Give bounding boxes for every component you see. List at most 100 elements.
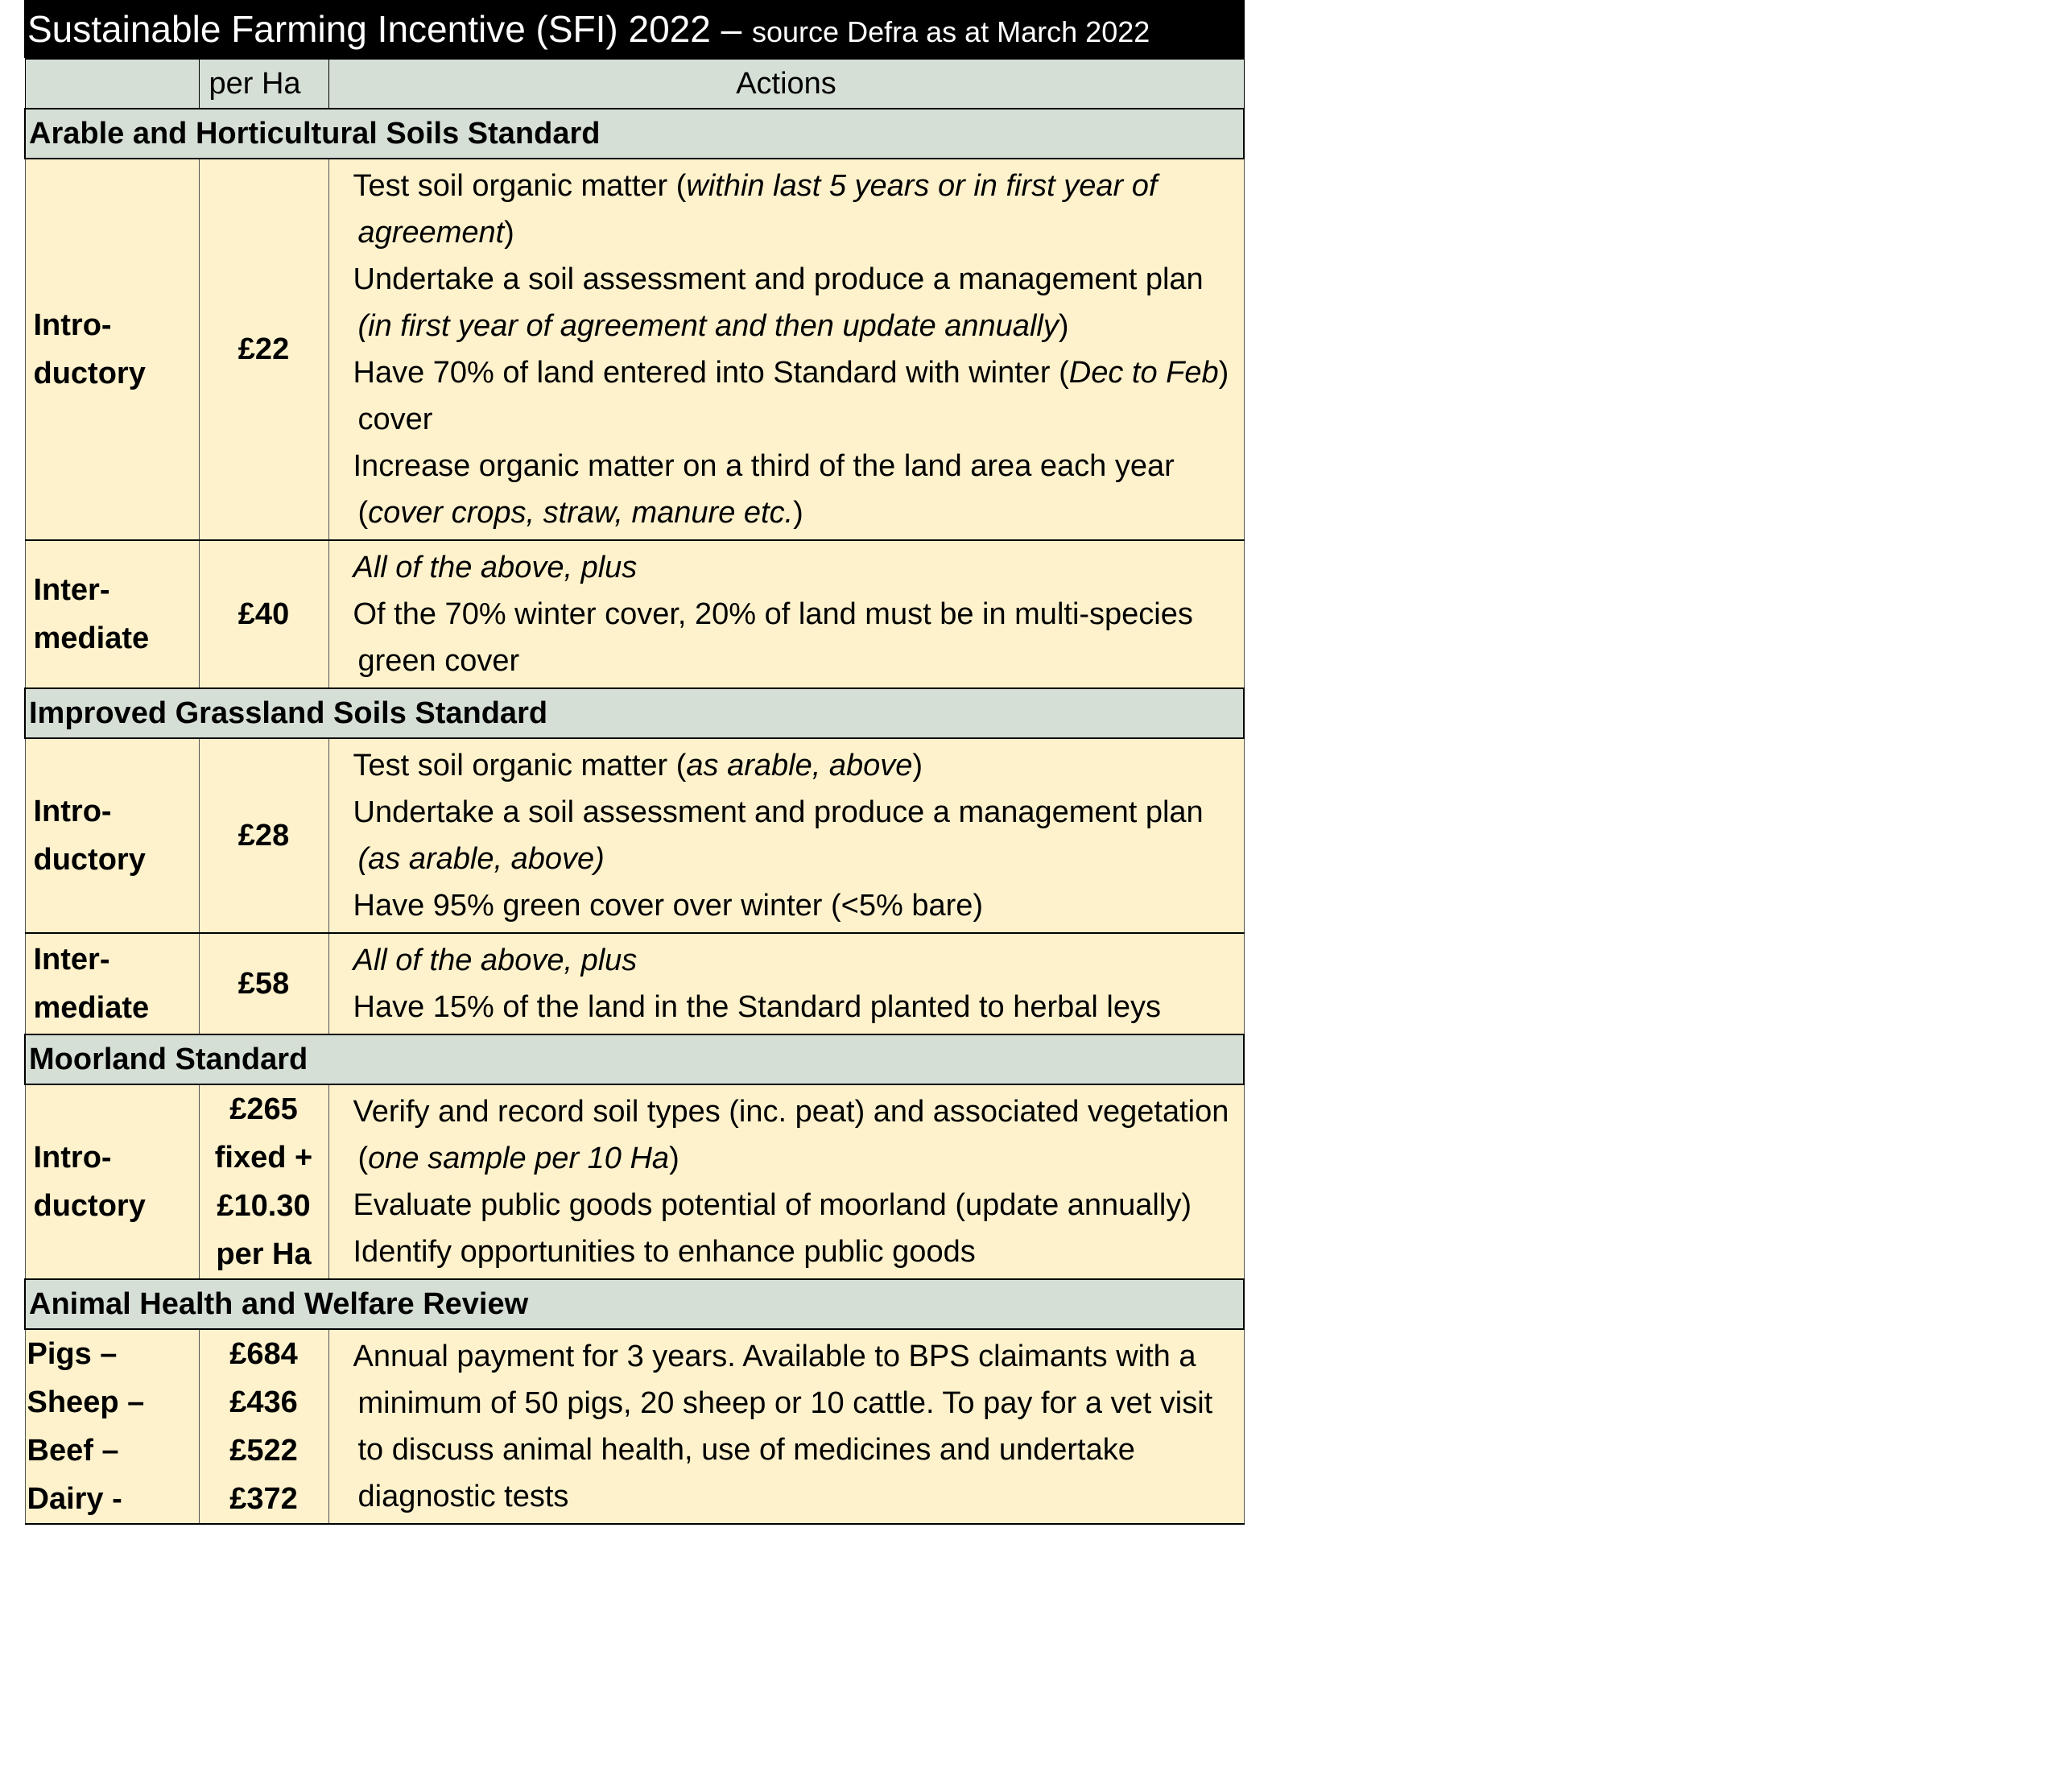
action-item: Have 15% of the land in the Standard pla… <box>353 984 1233 1030</box>
action-text: ) <box>912 749 923 782</box>
action-item: Annual payment for 3 years. Available to… <box>353 1333 1233 1520</box>
header-cell <box>24 58 200 109</box>
rate-line: £58 <box>237 967 290 1001</box>
section-row: Animal Health and Welfare Review <box>24 1278 1245 1330</box>
action-text: Test soil organic matter ( <box>353 169 687 203</box>
level-line: Beef – <box>27 1434 119 1468</box>
action-text: Annual payment for 3 years. Available to… <box>353 1340 1213 1513</box>
action-text: Identify opportunities to enhance public… <box>353 1235 976 1269</box>
rate-line: £22 <box>237 332 290 366</box>
action-item: Test soil organic matter (as arable, abo… <box>353 742 1233 789</box>
body-row: Inter-mediate £58 All of the above, plus Ha… <box>24 932 1245 1035</box>
body-row: Pigs – Sheep – Beef – Dairy - £684 £436 £522 £3… <box>24 1328 1245 1525</box>
rate-cell: £684 £436 £522 £372 <box>198 1328 329 1525</box>
action-text: Have 15% of the land in the Standard pla… <box>353 990 1161 1024</box>
action-text: All of the above, plus <box>353 943 638 977</box>
actions-cell: Annual payment for 3 years. Available to… <box>328 1328 1245 1525</box>
action-item: All of the above, plus <box>353 544 1233 591</box>
action-text: one sample per 10 Ha <box>368 1142 670 1175</box>
action-text: Undertake a soil assessment and produce … <box>353 795 1204 829</box>
title-bar: Sustainable Farming Incentive (SFI) 2022… <box>24 0 1245 58</box>
sfi-document: Sustainable Farming Incentive (SFI) 2022… <box>24 0 1245 1525</box>
action-text: Increase organic matter on a third of th… <box>353 449 1175 530</box>
rate-line: £10.30 <box>217 1189 311 1223</box>
action-text: ) <box>669 1142 679 1175</box>
level-line: Intro- <box>33 795 112 828</box>
action-text: Dec to Feb <box>1068 356 1219 390</box>
sfi-table: per Ha Actions Arable and Horticultural … <box>24 58 1245 1525</box>
action-item: Verify and record soil types (inc. peat)… <box>353 1088 1233 1182</box>
action-text: ) <box>1058 309 1069 343</box>
action-text: Have 95% green cover over winter (<5% ba… <box>353 889 984 923</box>
level-line: mediate <box>33 621 150 655</box>
actions-cell: All of the above, plus Have 15% of the la… <box>328 932 1245 1035</box>
level-line: Inter- <box>33 573 110 607</box>
action-item: All of the above, plus <box>353 937 1233 984</box>
level-line: ductory <box>33 357 146 390</box>
rate-line: per Ha <box>216 1237 312 1271</box>
header-row: per Ha Actions <box>24 58 1245 109</box>
action-text: (as arable, above) <box>357 842 605 876</box>
level-line: ductory <box>33 1189 146 1223</box>
action-text: Undertake a soil assessment and produce … <box>353 262 1204 296</box>
section-name: Arable and Horticultural Soils Standard <box>24 108 1245 159</box>
header-rate: per Ha <box>198 58 329 109</box>
rate-line: fixed + <box>214 1141 313 1175</box>
level-line: Pigs – <box>27 1337 118 1371</box>
rate-line: £40 <box>237 597 290 631</box>
action-text: Of the 70% winter cover, 20% of land mus… <box>353 597 1193 678</box>
level-line: Dairy - <box>27 1482 122 1516</box>
action-text: ) <box>504 216 514 250</box>
action-item: Have 95% green cover over winter (<5% ba… <box>353 882 1233 929</box>
body-row: Intro-ductory £22 Test soil organic matter… <box>24 158 1245 541</box>
actions-cell: Verify and record soil types (inc. peat)… <box>328 1084 1245 1280</box>
action-text: Have 70% of land entered into Standard w… <box>353 356 1069 390</box>
level-line: Intro- <box>33 1141 112 1175</box>
action-text: (in first year of agreement and then upd… <box>357 309 1059 343</box>
action-item: Undertake a soil assessment and produce … <box>353 256 1233 349</box>
rate-cell: £28 <box>198 737 329 934</box>
action-item: Undertake a soil assessment and produce … <box>353 789 1233 882</box>
header-actions: Actions <box>328 58 1245 109</box>
level-cell: Intro-ductory <box>24 1084 200 1280</box>
body-row: Intro-ductory £28 Test soil organic matter… <box>24 737 1245 934</box>
action-text: ) <box>793 496 803 530</box>
section-row: Improved Grassland Soils Standard <box>24 687 1245 739</box>
action-text: as arable, above <box>686 749 913 782</box>
section-row: Arable and Horticultural Soils Standard <box>24 108 1245 159</box>
rate-line: £265 <box>229 1092 298 1126</box>
rate-cell: £58 <box>198 932 329 1035</box>
level-cell: Intro-ductory <box>24 737 200 934</box>
section-name: Animal Health and Welfare Review <box>24 1278 1245 1330</box>
action-text: Verify and record soil types (inc. peat)… <box>353 1095 1229 1175</box>
rate-line: £436 <box>229 1385 298 1419</box>
level-cell: Pigs – Sheep – Beef – Dairy - <box>24 1328 200 1525</box>
rate-cell: £22 <box>198 158 329 541</box>
level-cell: Inter-mediate <box>24 539 200 689</box>
level-line: Inter- <box>33 943 110 977</box>
rate-line: £372 <box>229 1482 298 1516</box>
rate-line: £684 <box>229 1337 298 1371</box>
actions-cell: All of the above, plus Of the 70% winter … <box>328 539 1245 689</box>
level-line: Sheep – <box>27 1385 145 1419</box>
section-row: Moorland Standard <box>24 1034 1245 1085</box>
level-line: ductory <box>33 843 146 877</box>
subtitle: source Defra as at March 2022 <box>752 15 1150 48</box>
rate-cell: £40 <box>198 539 329 689</box>
actions-cell: Test soil organic matter (within last 5 … <box>328 158 1245 541</box>
level-cell: Inter-mediate <box>24 932 200 1035</box>
action-item: Increase organic matter on a third of th… <box>353 443 1233 536</box>
title: Sustainable Farming Incentive (SFI) 2022… <box>27 8 742 50</box>
level-line: mediate <box>33 991 150 1025</box>
rate-line: £522 <box>229 1434 298 1468</box>
actions-cell: Test soil organic matter (as arable, abo… <box>328 737 1245 934</box>
action-text: ) cover <box>357 356 1229 436</box>
action-item: Of the 70% winter cover, 20% of land mus… <box>353 591 1233 684</box>
body-row: Intro-ductory £265 fixed + £10.30 per Ha Veri… <box>24 1084 1245 1280</box>
action-text: within last 5 years or in first year of … <box>357 169 1158 250</box>
rate-line: £28 <box>237 819 290 853</box>
action-item: Have 70% of land entered into Standard w… <box>353 349 1233 443</box>
action-item: Identify opportunities to enhance public… <box>353 1228 1233 1275</box>
section-name: Improved Grassland Soils Standard <box>24 687 1245 739</box>
action-text: Test soil organic matter ( <box>353 749 687 782</box>
